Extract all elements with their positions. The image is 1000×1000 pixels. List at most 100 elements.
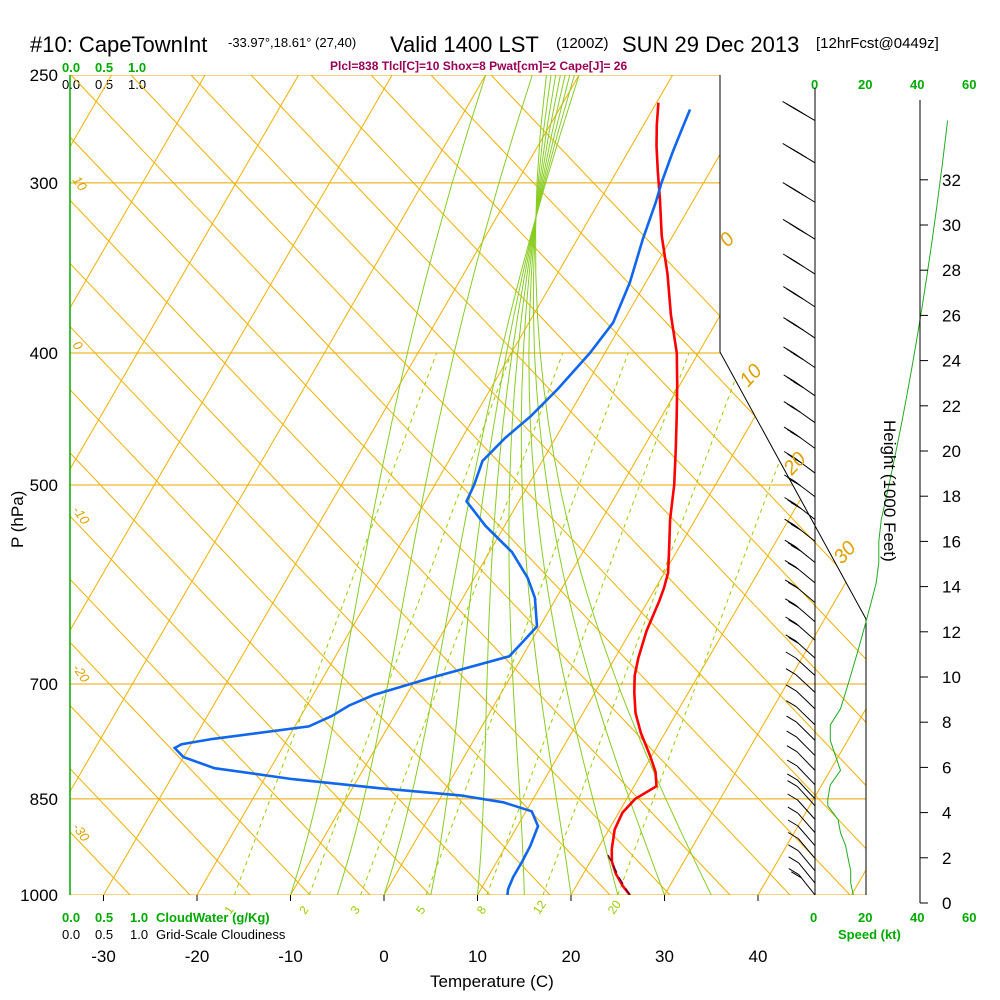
wind-barb — [796, 765, 816, 786]
moist-adiabat-line — [336, 75, 533, 895]
dry-adiabat-line — [0, 75, 10, 895]
plot-boundary — [719, 75, 867, 895]
height-tick: 10 — [942, 668, 961, 687]
wind-barb — [797, 825, 816, 847]
speed-tick: 40 — [910, 910, 924, 925]
wind-barb-flag — [786, 745, 798, 753]
top-speed-scales: 0 20 40 60 — [811, 77, 976, 92]
bottom-speed-scales: 0 20 40 60 Speed (kt) — [810, 910, 976, 942]
wind-barb-flag — [786, 715, 797, 723]
isotherm-line — [70, 75, 376, 895]
wind-barb-flag — [787, 773, 798, 781]
cloudwater-tick: 0.0 — [62, 60, 80, 75]
wind-barb-flag — [788, 636, 799, 644]
bottom-cloud-scales: 0.0 0.5 1.0 CloudWater (g/Kg) 0.0 0.5 1.… — [62, 910, 286, 942]
dry-adiabat-line — [190, 75, 866, 895]
height-tick: 2 — [942, 849, 951, 868]
isotherm-line — [757, 75, 866, 895]
wind-barb-flag — [785, 598, 796, 606]
pressure-tick: 700 — [30, 675, 58, 694]
x-axis-title: Temperature (C) — [430, 972, 554, 991]
wind-barb-flag — [785, 616, 796, 624]
mixing-ratio-label: 12 — [530, 897, 549, 916]
wind-barb — [797, 799, 816, 820]
cloudwater-tick: 1.0 — [130, 910, 148, 925]
dewpoint-line — [172, 109, 692, 895]
wind-barb-flag — [793, 323, 804, 331]
wind-barb-flag — [785, 684, 797, 692]
speed-tick: 20 — [858, 910, 872, 925]
cloudiness-tick: 1.0 — [128, 77, 146, 92]
dry-adiabat-line — [70, 75, 311, 895]
isotherm-label: -30 — [70, 820, 94, 845]
height-axis-title: Height (1000 Feet) — [880, 420, 899, 562]
height-tick: 4 — [942, 804, 951, 823]
height-tick: 16 — [942, 532, 961, 551]
cloudwater-tick: 1.0 — [128, 60, 146, 75]
dry-adiabat-line — [70, 75, 431, 895]
moist-adiabat-line — [528, 75, 619, 895]
wind-barb-flag — [787, 581, 799, 589]
wind-barb — [797, 812, 816, 834]
wind-barb-flag — [787, 780, 798, 788]
wind-barb-flag — [788, 844, 799, 852]
dry-adiabat-line — [310, 75, 866, 895]
isotherm-line — [70, 75, 563, 895]
wind-barb-flag — [786, 730, 797, 738]
moist-adiabat-line — [477, 75, 571, 895]
temperature-tick: 40 — [749, 947, 768, 966]
mixing-ratio-line — [308, 352, 512, 895]
wind-barb — [798, 862, 816, 884]
moist-adiabat-line — [430, 75, 575, 895]
stability-indices: Plcl=838 Tlcl[C]=10 Shox=8 Pwat[cm]=2 Ca… — [330, 59, 627, 73]
speed-tick: 60 — [962, 77, 976, 92]
mixing-ratio-label: 2 — [296, 903, 311, 917]
speed-tick: 0 — [811, 77, 818, 92]
wind-barb-flag — [796, 227, 807, 235]
wind-barb — [795, 690, 816, 710]
wind-barb-flag — [793, 353, 804, 361]
wind-barb-flag — [786, 700, 797, 708]
dry-adiabat-line — [370, 75, 866, 895]
wind-barb — [795, 657, 816, 676]
dry-adiabat-line — [70, 75, 731, 895]
isotherm-line — [0, 0, 1, 895]
wind-barb-flag — [796, 190, 807, 198]
valid-zulu: (1200Z) — [556, 35, 609, 52]
wind-speed-profile — [827, 120, 949, 895]
height-tick: 24 — [942, 352, 961, 371]
speed-axis-label: Speed (kt) — [838, 927, 901, 942]
wind-barb-flag — [788, 868, 800, 876]
wind-barb-flag — [785, 651, 797, 659]
dry-adiabat-line — [130, 75, 866, 895]
wind-barb — [796, 779, 816, 800]
mixing-ratio-line — [233, 352, 438, 895]
mixing-ratio-label: 8 — [474, 903, 489, 917]
wind-barb-flag — [790, 455, 801, 463]
height-tick: 8 — [942, 713, 951, 732]
grid-layer — [0, 0, 866, 895]
cloudiness-tick: 0.5 — [95, 77, 113, 92]
wind-barb-flag — [790, 523, 802, 531]
cloudwater-label: CloudWater (g/Kg) — [156, 910, 270, 925]
wind-barb-flag — [784, 579, 796, 587]
wind-barb-flag — [788, 856, 799, 864]
height-tick: 30 — [942, 216, 961, 235]
pressure-tick: 300 — [30, 174, 58, 193]
dry-adiabat-line — [70, 75, 611, 895]
wind-barb-flag — [785, 634, 796, 642]
wind-barb — [797, 786, 816, 807]
cloudiness-tick: 1.0 — [130, 927, 148, 942]
height-tick: 0 — [942, 894, 951, 913]
wind-barb-flag — [787, 793, 798, 801]
mixing-ratio-line — [360, 352, 564, 895]
mixing-ratio-label: 5 — [413, 903, 428, 917]
wind-barb — [798, 850, 816, 872]
wind-barb-flag — [790, 479, 801, 487]
wind-barb-flag — [791, 871, 802, 879]
wind-barb — [796, 721, 816, 741]
height-tick: 32 — [942, 171, 961, 190]
pressure-tick: 850 — [30, 790, 58, 809]
wind-barb — [796, 736, 816, 756]
moist-adiabat-line — [535, 75, 712, 895]
